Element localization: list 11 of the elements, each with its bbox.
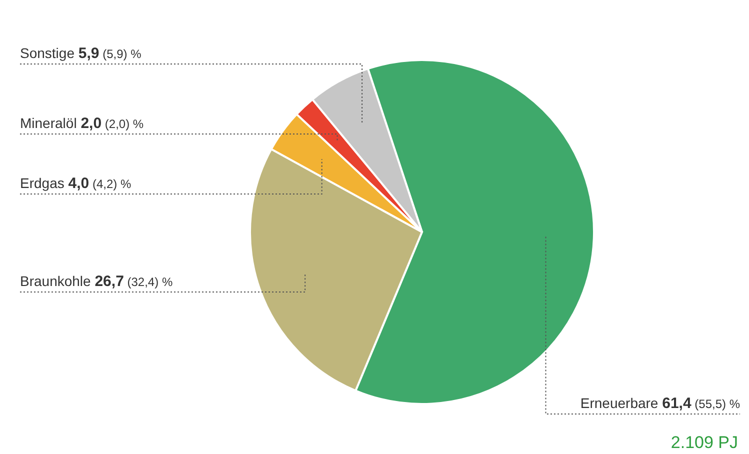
data-label: 5,9 (5,9) % — [78, 45, 142, 62]
data-label: 2,0 (2,0) % — [80, 115, 144, 132]
data-label: 61,4 (55,5) % — [662, 395, 740, 412]
slice-label: Braunkohle — [20, 273, 91, 289]
slice-label: Erdgas — [20, 175, 64, 191]
text: 2.109 PJ — [670, 433, 738, 452]
slice-label: Sonstige — [20, 45, 74, 61]
slice-label: Erneuerbare — [580, 395, 658, 411]
data-label: 4,0 (4,2) % — [68, 175, 132, 192]
data-label: 26,7 (32,4) % — [94, 273, 173, 290]
slice-label: Mineralöl — [20, 115, 77, 131]
